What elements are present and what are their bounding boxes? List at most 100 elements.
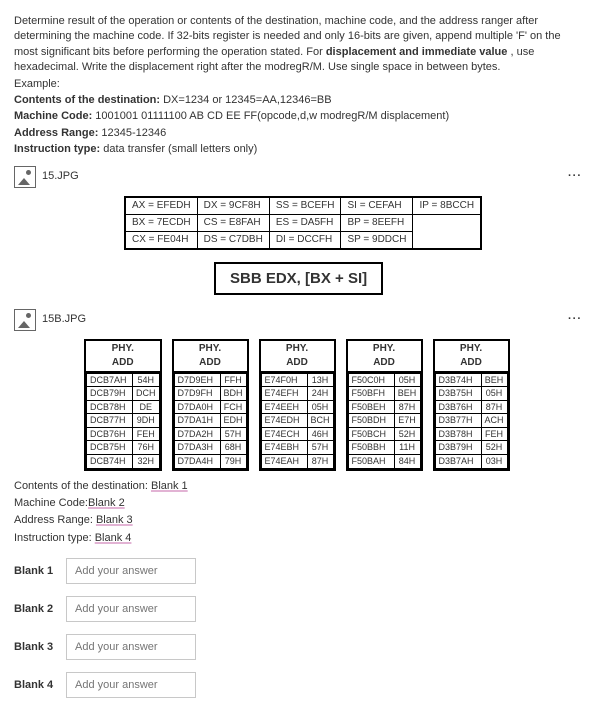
mcode-label: Machine Code: (14, 110, 92, 122)
contents-val: DX=1234 or 12345=AA,12346=BB (163, 94, 332, 106)
register-cell: DI = DCCFH (269, 231, 341, 249)
memory-cell: E74EAH (261, 455, 307, 469)
memory-cell: DCB77H (87, 414, 133, 428)
memory-cell: D7DA4H (174, 455, 220, 469)
memory-cell: 05H (481, 387, 507, 401)
memory-column: PHY.ADDF50C0H05HF50BFHBEHF50BEH87HF50BDH… (346, 339, 423, 471)
memory-cell: D3B78H (435, 427, 481, 441)
itype-val: data transfer (small letters only) (103, 143, 257, 155)
image-attachment-2: 15B.JPG ··· (14, 309, 582, 331)
memory-cell: 13H (307, 373, 333, 387)
memory-cell: DE (133, 400, 160, 414)
memory-header: PHY.ADD (172, 339, 249, 373)
register-cell: ES = DA5FH (269, 214, 341, 231)
memory-cell: D3B74H (435, 373, 481, 387)
memory-column: PHY.ADDE74F0H13HE74EFH24HE74EEH05HE74EDH… (259, 339, 336, 471)
memory-header: PHY.ADD (84, 339, 162, 373)
register-cell: CX = FE04H (125, 231, 197, 249)
memory-cell: 24H (307, 387, 333, 401)
example-contents: Contents of the destination: DX=1234 or … (14, 93, 582, 108)
memory-cell: BEH (481, 373, 507, 387)
memory-column: PHY.ADDD3B74HBEHD3B75H05HD3B76H87HD3B77H… (433, 339, 510, 471)
register-cell: SI = CEFAH (341, 197, 413, 215)
memory-cell: 03H (481, 455, 507, 469)
mcode-val: 1001001 01111100 AB CD EE FF(opcode,d,w … (95, 110, 449, 122)
memory-cell: ACH (481, 414, 507, 428)
memory-cell: E74EBH (261, 441, 307, 455)
memory-cell: 57H (220, 427, 246, 441)
ans-i-label: Instruction type: (14, 532, 95, 544)
prompt-block: Determine result of the operation or con… (14, 14, 582, 76)
memory-cell: EDH (220, 414, 246, 428)
memory-cell: 05H (394, 373, 420, 387)
memory-cell: FCH (220, 400, 246, 414)
memory-cell: D7D9EH (174, 373, 220, 387)
blank-label: Blank 3 (14, 640, 66, 655)
blank-input[interactable] (66, 596, 196, 622)
memory-cell: 84H (394, 455, 420, 469)
memory-cell: F50C0H (348, 373, 394, 387)
memory-cell: 9DH (133, 414, 160, 428)
memory-cell: BDH (220, 387, 246, 401)
memory-cell: E74EDH (261, 414, 307, 428)
memory-column: PHY.ADDD7D9EHFFHD7D9FHBDHD7DA0HFCHD7DA1H… (172, 339, 249, 471)
ans-i-val: Blank 4 (95, 532, 132, 544)
range-label: Address Range: (14, 127, 98, 139)
contents-label: Contents of the destination: (14, 94, 160, 106)
memory-cell: D3B75H (435, 387, 481, 401)
ans-c-val: Blank 1 (151, 480, 188, 492)
memory-cell: F50BAH (348, 455, 394, 469)
memory-tables: PHY.ADDDCB7AH54HDCB79HDCHDCB78HDEDCB77H9… (84, 339, 582, 471)
image-filename: 15.JPG (42, 169, 79, 184)
memory-cell: F50BDH (348, 414, 394, 428)
memory-cell: 54H (133, 373, 160, 387)
image-attachment-1: 15.JPG ··· (14, 166, 582, 188)
memory-cell: 52H (394, 427, 420, 441)
blank-label: Blank 1 (14, 564, 66, 579)
memory-cell: F50BFH (348, 387, 394, 401)
memory-cell: D7DA2H (174, 427, 220, 441)
memory-cell: FEH (481, 427, 507, 441)
memory-cell: DCB76H (87, 427, 133, 441)
memory-cell: 79H (220, 455, 246, 469)
memory-cell: 32H (133, 455, 160, 469)
memory-header: PHY.ADD (259, 339, 336, 373)
register-cell: SP = 9DDCH (341, 231, 413, 249)
blank-input[interactable] (66, 634, 196, 660)
example-label: Example: (14, 77, 582, 92)
blank-input[interactable] (66, 558, 196, 584)
register-cell: AX = EFEDH (125, 197, 197, 215)
memory-cell: DCB74H (87, 455, 133, 469)
memory-header: PHY.ADD (346, 339, 423, 373)
memory-cell: E74ECH (261, 427, 307, 441)
blank-row: Blank 3 (14, 634, 582, 660)
memory-cell: E74EFH (261, 387, 307, 401)
memory-header: PHY.ADD (433, 339, 510, 373)
blank-label: Blank 4 (14, 678, 66, 693)
memory-cell: 11H (394, 441, 420, 455)
register-cell: BX = 7ECDH (125, 214, 197, 231)
memory-cell: D7DA0H (174, 400, 220, 414)
more-icon[interactable]: ··· (568, 169, 582, 184)
ans-a-label: Address Range: (14, 514, 96, 526)
ans-a-val: Blank 3 (96, 514, 133, 526)
memory-cell: E74EEH (261, 400, 307, 414)
memory-cell: D7DA3H (174, 441, 220, 455)
answer-lines: Contents of the destination: Blank 1 Mac… (14, 479, 582, 547)
memory-cell: 87H (394, 400, 420, 414)
register-cell: DS = C7DBH (197, 231, 269, 249)
ans-c-label: Contents of the destination: (14, 480, 151, 492)
image-filename: 15B.JPG (42, 312, 86, 327)
memory-cell: 68H (220, 441, 246, 455)
more-icon[interactable]: ··· (568, 312, 582, 327)
blank-inputs: Blank 1Blank 2Blank 3Blank 4 (14, 558, 582, 698)
memory-cell: E74F0H (261, 373, 307, 387)
memory-cell: 52H (481, 441, 507, 455)
memory-cell: DCH (133, 387, 160, 401)
example-mcode: Machine Code: 1001001 01111100 AB CD EE … (14, 109, 582, 124)
blank-input[interactable] (66, 672, 196, 698)
memory-cell: F50BEH (348, 400, 394, 414)
prompt-bold: displacement and immediate value (326, 46, 508, 58)
register-cell: CS = E8FAH (197, 214, 269, 231)
ans-m-label: Machine Code: (14, 497, 88, 509)
